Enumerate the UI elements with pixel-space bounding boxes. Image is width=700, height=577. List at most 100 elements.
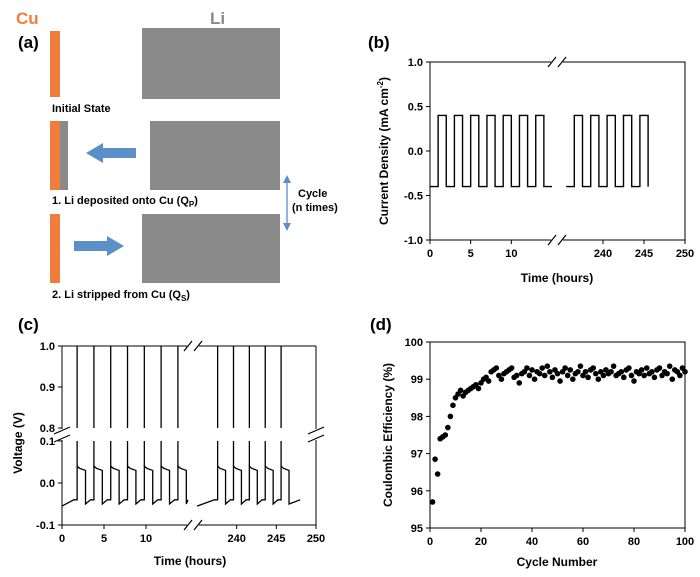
data-point: [664, 370, 670, 377]
axis-break-gap: [187, 341, 199, 351]
li-electrode-initial: [142, 28, 280, 99]
x-axis-title: Cycle Number: [517, 555, 598, 569]
data-point: [445, 424, 451, 431]
cu-electrode-initial: [50, 31, 60, 97]
axis-break-mark: [547, 234, 557, 246]
y-axis: 1.0 0.5 0.0 -0.5 -1.0: [404, 57, 430, 247]
y-tick-label: 1.0: [40, 341, 55, 353]
y-tick-label: -1.0: [404, 235, 423, 247]
cycle-times-label: (n times): [292, 202, 338, 214]
data-point: [618, 368, 625, 375]
panel-b-label: (b): [368, 33, 390, 52]
x-tick-label: 10: [505, 248, 517, 260]
data-point: [577, 363, 584, 369]
y-axis-break-mark: [53, 434, 71, 443]
data-point: [562, 365, 568, 371]
y-tick-label: 99: [411, 374, 423, 386]
data-point: [541, 372, 548, 379]
plot-frame: [429, 61, 686, 241]
data-point: [570, 376, 576, 383]
data-point: [442, 432, 449, 438]
data-point: [666, 363, 673, 369]
x-tick-label: 245: [635, 248, 653, 260]
data-point: [590, 365, 596, 371]
data-point: [682, 368, 688, 375]
axis-break-mark: [557, 234, 567, 246]
x-tick-label: 240: [227, 533, 245, 545]
data-point: [524, 365, 530, 371]
voltage-trace-segment-1: [61, 464, 189, 507]
cu-electrode-step1: [50, 121, 60, 190]
data-point: [475, 385, 482, 392]
y-tick-label: 100: [405, 337, 423, 349]
x-tick-label: 240: [594, 248, 612, 260]
y-tick-label: 0.1: [40, 436, 55, 448]
voltage-chart: (c) 1.0 0.9 0.80.1 0.0 -0.1 0 5 10 240 245 250 Ti…: [11, 315, 325, 568]
initial-state-label: Initial State: [52, 103, 111, 115]
data-point: [582, 368, 589, 375]
data-point: [641, 372, 647, 379]
current-density-chart: (b) 1.0 0.5 0.0 -0.5 -1.0 0 5 10 240 245 250 Time…: [368, 33, 694, 285]
x-tick-label: 60: [577, 536, 589, 548]
cycle-label: Cycle: [298, 188, 327, 200]
x-axis-title: Time (hours): [521, 271, 593, 285]
axis-break-mark: [183, 519, 193, 531]
y-tick-label: 1.0: [408, 57, 423, 69]
data-point: [536, 370, 543, 377]
y-axis-title: Coulombic Efficiency (%): [381, 363, 395, 507]
data-point: [638, 367, 645, 373]
data-point: [549, 374, 556, 381]
y-tick-label: 0.5: [408, 102, 423, 114]
x-tick-label: 245: [267, 533, 285, 545]
data-point: [457, 387, 464, 394]
x-tick-label: 80: [628, 536, 640, 548]
x-tick-label: 10: [140, 533, 152, 545]
data-point: [567, 367, 574, 373]
x-tick-label: 40: [526, 536, 538, 548]
panel-c-label: (c): [18, 315, 39, 334]
y-axis: 1.0 0.9 0.80.1 0.0 -0.1: [36, 341, 62, 532]
data-point: [564, 372, 571, 379]
li-electrode-step2: [142, 214, 280, 283]
data-point: [485, 378, 492, 384]
strip-arrow-icon: [74, 236, 124, 256]
voltage-series: [61, 346, 301, 507]
y-axis-break-gap: [310, 429, 322, 440]
y-axis-title: Current Density (mA cm-2): [376, 77, 391, 225]
data-point: [513, 372, 520, 379]
plot-frame: [61, 345, 317, 526]
data-point: [585, 374, 591, 381]
y-tick-label: 0.0: [40, 478, 55, 490]
step1-caption: 1. Li deposited onto Cu (QP): [52, 195, 198, 209]
x-tick-label: 0: [59, 533, 65, 545]
y-axis-break-gap: [56, 429, 68, 440]
step2-caption: 2. Li stripped from Cu (QS): [52, 289, 190, 303]
x-tick-label: 5: [101, 533, 107, 545]
x-tick-label: 250: [676, 248, 694, 260]
data-point: [628, 372, 635, 379]
data-point: [626, 365, 632, 371]
panel-d-label: (d): [370, 315, 392, 334]
cu-electrode-step2: [50, 214, 60, 283]
y-tick-label: -0.1: [36, 520, 55, 532]
data-point: [547, 368, 553, 375]
li-electrode-step1: [150, 121, 280, 190]
cycle-arrow-up-icon: [283, 175, 291, 183]
y-tick-label: 0.9: [40, 382, 55, 394]
efficiency-series: [429, 363, 688, 505]
axis-break-gap: [551, 57, 563, 67]
deposit-arrow-icon: [86, 143, 136, 163]
data-point: [677, 372, 683, 379]
plot-frame: [429, 341, 686, 529]
cycle-arrow-down-icon: [283, 223, 291, 231]
data-point: [429, 499, 436, 505]
x-tick-label: 250: [307, 533, 325, 545]
y-tick-label: 0.0: [408, 146, 423, 158]
data-point: [608, 368, 614, 375]
axis-break-mark: [193, 519, 203, 531]
data-point: [554, 370, 561, 377]
axis-break-gap: [551, 235, 563, 245]
x-tick-label: 0: [427, 536, 433, 548]
data-point: [539, 365, 545, 371]
